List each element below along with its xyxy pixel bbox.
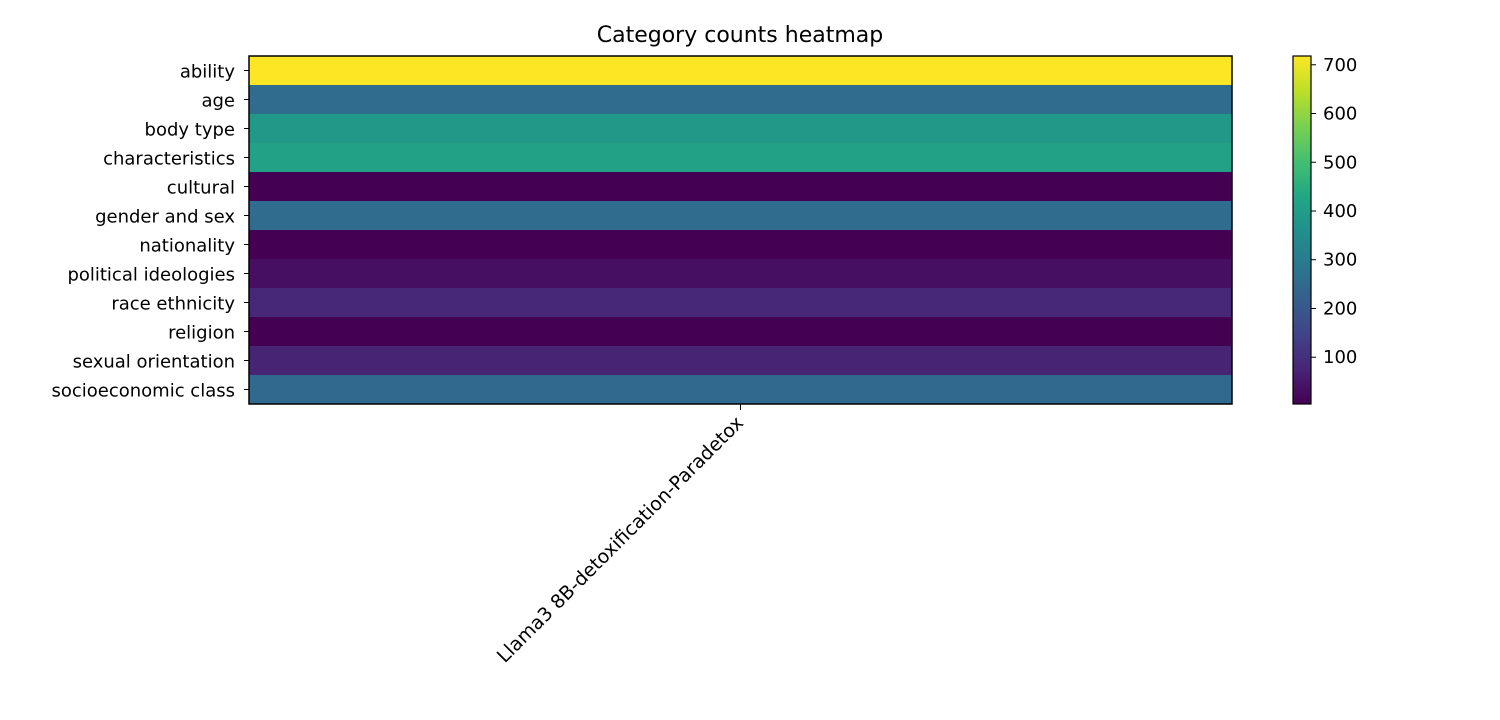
y-tick-label: sexual orientation — [73, 352, 235, 373]
y-axis: ability age body type characteristics cultur… — [51, 62, 249, 402]
y-tick-label: age — [201, 91, 235, 112]
colorbar-tick-label: 400 — [1323, 201, 1357, 222]
heatmap-cell — [249, 288, 1233, 318]
heatmap-cells — [249, 56, 1233, 405]
heatmap-cell — [249, 230, 1233, 260]
chart-title: Category counts heatmap — [597, 23, 883, 48]
y-tick-label: ability — [180, 62, 236, 83]
heatmap-cell — [249, 317, 1233, 347]
colorbar-tick-label: 200 — [1323, 298, 1357, 319]
heatmap-cell — [249, 201, 1233, 231]
colorbar-tick-label: 600 — [1323, 104, 1357, 125]
y-tick-label: nationality — [139, 236, 235, 257]
y-tick-label: race ethnicity — [111, 294, 235, 315]
y-tick-label: socioeconomic class — [51, 381, 235, 402]
heatmap-cell — [249, 375, 1233, 405]
heatmap-cell — [249, 85, 1233, 115]
heatmap-cell — [249, 56, 1233, 86]
colorbar-tick-label: 300 — [1323, 250, 1357, 271]
heatmap-cell — [249, 143, 1233, 173]
colorbar-tick-label: 500 — [1323, 152, 1357, 173]
colorbar-tick-label: 700 — [1323, 55, 1357, 76]
y-tick-label: body type — [145, 120, 235, 141]
y-tick-label: political ideologies — [67, 265, 235, 286]
colorbar-axis: 100 200 300 400 500 600 700 — [1311, 55, 1357, 368]
y-tick-label: characteristics — [103, 149, 235, 170]
y-tick-label: cultural — [167, 178, 235, 199]
x-tick-label: Llama3 8B-detoxification-Paradetox — [493, 412, 748, 667]
colorbar — [1292, 55, 1312, 405]
plot-frame — [248, 55, 1233, 405]
heatmap-cell — [249, 114, 1233, 144]
y-tick-label: gender and sex — [95, 207, 235, 228]
heatmap-cell — [249, 259, 1233, 289]
heatmap-cell — [249, 346, 1233, 376]
x-axis: Llama3 8B-detoxification-Paradetox — [493, 404, 748, 667]
heatmap-cell — [249, 172, 1233, 202]
y-tick-label: religion — [168, 323, 235, 344]
colorbar-tick-label: 100 — [1323, 347, 1357, 368]
